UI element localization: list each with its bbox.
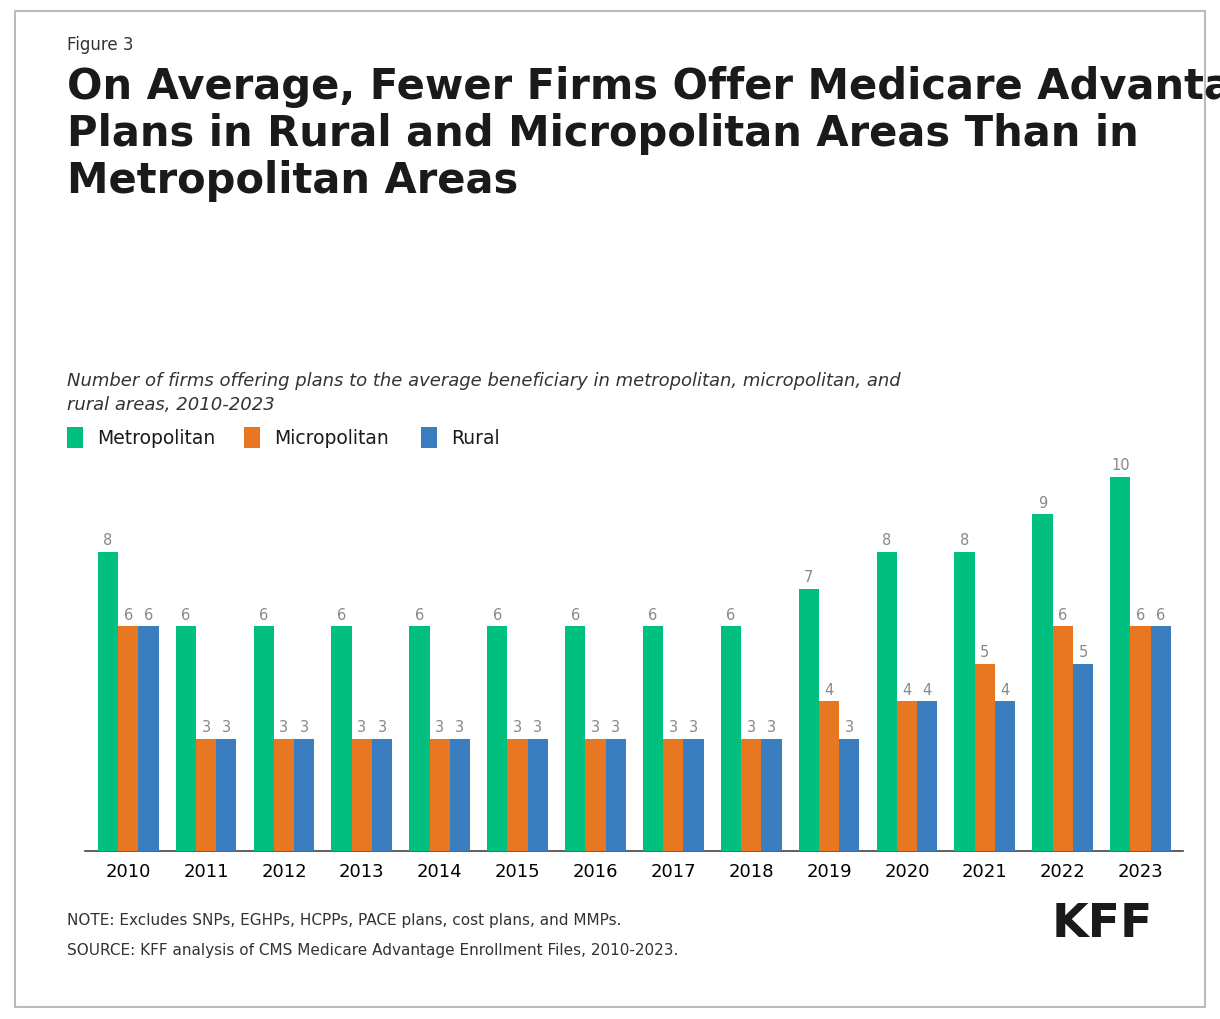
Text: 6: 6 <box>571 607 580 623</box>
Text: 3: 3 <box>201 719 211 735</box>
Text: Rural: Rural <box>451 429 500 447</box>
Text: 3: 3 <box>747 719 755 735</box>
Text: 6: 6 <box>337 607 346 623</box>
Text: 3: 3 <box>611 719 620 735</box>
Bar <box>819 701 839 851</box>
Bar <box>528 739 548 851</box>
Text: 7: 7 <box>804 570 814 585</box>
Bar <box>605 739 626 851</box>
Text: 3: 3 <box>300 719 309 735</box>
Bar <box>1131 627 1150 851</box>
Bar <box>954 552 975 851</box>
Text: 4: 4 <box>903 682 911 697</box>
Bar <box>351 739 372 851</box>
Text: 6: 6 <box>182 607 190 623</box>
Text: 3: 3 <box>669 719 678 735</box>
Bar <box>721 627 741 851</box>
Text: 5: 5 <box>980 645 989 659</box>
Text: 3: 3 <box>590 719 600 735</box>
Bar <box>429 739 450 851</box>
Bar <box>196 739 216 851</box>
Text: 3: 3 <box>689 719 698 735</box>
Bar <box>118 627 138 851</box>
Text: 3: 3 <box>222 719 231 735</box>
Bar <box>410 627 429 851</box>
Bar <box>1053 627 1072 851</box>
Text: 8: 8 <box>882 533 892 547</box>
Text: 5: 5 <box>1078 645 1087 659</box>
Text: NOTE: Excludes SNPs, EGHPs, HCPPs, PACE plans, cost plans, and MMPs.: NOTE: Excludes SNPs, EGHPs, HCPPs, PACE … <box>67 912 622 927</box>
Bar <box>897 701 917 851</box>
Text: 6: 6 <box>123 607 133 623</box>
Bar <box>586 739 605 851</box>
Text: 6: 6 <box>1157 607 1165 623</box>
Bar <box>799 589 819 851</box>
Bar <box>741 739 761 851</box>
Text: Number of firms offering plans to the average beneficiary in metropolitan, micro: Number of firms offering plans to the av… <box>67 372 900 414</box>
Bar <box>761 739 782 851</box>
Text: Metropolitan: Metropolitan <box>98 429 216 447</box>
Bar <box>273 739 294 851</box>
Bar <box>996 701 1015 851</box>
Bar <box>332 627 351 851</box>
Bar <box>372 739 392 851</box>
Bar <box>1072 664 1093 851</box>
Bar <box>216 739 237 851</box>
Text: 6: 6 <box>144 607 152 623</box>
Bar <box>1110 477 1131 851</box>
Bar <box>975 664 996 851</box>
Text: 3: 3 <box>533 719 543 735</box>
Bar <box>839 739 859 851</box>
Text: 3: 3 <box>844 719 854 735</box>
Text: 6: 6 <box>1136 607 1146 623</box>
Text: On Average, Fewer Firms Offer Medicare Advantage
Plans in Rural and Micropolitan: On Average, Fewer Firms Offer Medicare A… <box>67 66 1220 202</box>
Text: 3: 3 <box>514 719 522 735</box>
Bar <box>508 739 528 851</box>
Text: Micropolitan: Micropolitan <box>274 429 389 447</box>
Text: 9: 9 <box>1038 495 1047 511</box>
Bar <box>487 627 508 851</box>
Text: 4: 4 <box>825 682 833 697</box>
Bar <box>138 627 159 851</box>
Text: SOURCE: KFF analysis of CMS Medicare Advantage Enrollment Files, 2010-2023.: SOURCE: KFF analysis of CMS Medicare Adv… <box>67 943 678 958</box>
Text: 6: 6 <box>726 607 736 623</box>
Bar <box>450 739 470 851</box>
Bar <box>254 627 273 851</box>
Text: 3: 3 <box>357 719 366 735</box>
Bar <box>877 552 897 851</box>
Text: 3: 3 <box>377 719 387 735</box>
Text: 3: 3 <box>767 719 776 735</box>
Text: KFF: KFF <box>1052 901 1153 946</box>
Text: 3: 3 <box>455 719 465 735</box>
Text: 4: 4 <box>1000 682 1010 697</box>
Text: 6: 6 <box>1058 607 1068 623</box>
Text: 6: 6 <box>259 607 268 623</box>
Text: 3: 3 <box>279 719 289 735</box>
Text: 10: 10 <box>1111 458 1130 473</box>
Bar <box>294 739 315 851</box>
Bar <box>917 701 937 851</box>
Text: 6: 6 <box>493 607 501 623</box>
Bar <box>1150 627 1171 851</box>
Text: Figure 3: Figure 3 <box>67 36 134 54</box>
Bar <box>176 627 196 851</box>
Bar <box>683 739 704 851</box>
Text: 8: 8 <box>104 533 112 547</box>
Text: 6: 6 <box>415 607 425 623</box>
Bar <box>98 552 118 851</box>
Bar <box>643 627 664 851</box>
Text: 8: 8 <box>960 533 969 547</box>
Bar <box>1032 515 1053 851</box>
Bar <box>664 739 683 851</box>
Text: 4: 4 <box>922 682 932 697</box>
Text: 3: 3 <box>436 719 444 735</box>
Bar <box>565 627 586 851</box>
Text: 6: 6 <box>649 607 658 623</box>
